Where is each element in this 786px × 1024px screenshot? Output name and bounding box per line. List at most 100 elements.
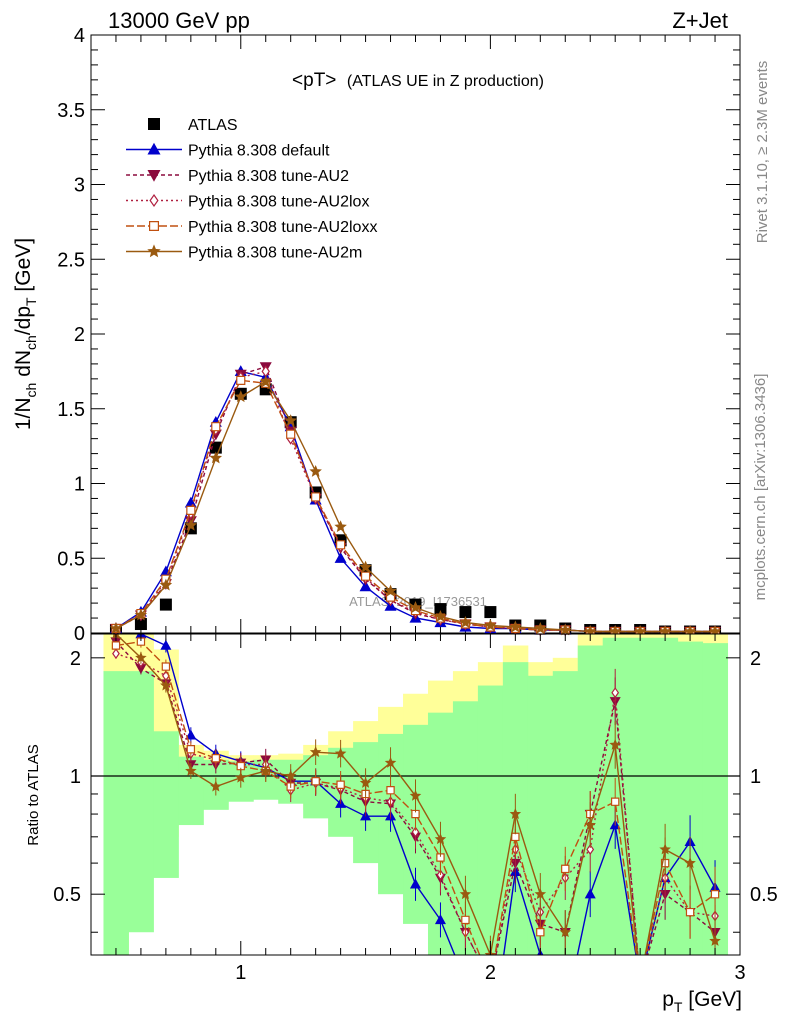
ratio-point-au2loxx xyxy=(386,786,395,795)
ratio-point-au2m xyxy=(259,764,272,776)
point-au2m xyxy=(234,390,248,403)
ratio-point-au2lox xyxy=(112,648,120,660)
ylabel-sub: ch xyxy=(23,335,39,350)
ratio-point-au2m xyxy=(434,833,447,845)
collision-energy-label: 13000 GeV pp xyxy=(108,8,250,33)
main-y-tick-label: 0.5 xyxy=(57,548,85,570)
main-y-tick-label: 2.5 xyxy=(57,249,85,271)
ylabel-part: /dp xyxy=(12,306,35,335)
ratio-point-au2m xyxy=(584,818,596,830)
xlabel-part: [GeV] xyxy=(682,988,742,1011)
legend-marker xyxy=(149,193,159,208)
ratio-point-au2loxx xyxy=(561,864,570,874)
point-au2m xyxy=(509,620,522,633)
ratio-point-default xyxy=(185,729,197,740)
legend-label: Pythia 8.308 tune-AU2loxx xyxy=(188,219,377,236)
band-inner-bin xyxy=(128,671,154,933)
legend-label: Pythia 8.308 tune-AU2m xyxy=(188,245,362,262)
ratio-point-au2m xyxy=(559,926,572,938)
ratio-point-default xyxy=(434,914,446,925)
ratio-point-au2m xyxy=(235,771,247,783)
series-au2m xyxy=(109,375,722,637)
ratio-point-au2loxx xyxy=(461,915,470,925)
ratio-point-au2m xyxy=(709,934,721,946)
main-y-tick-label: 1.5 xyxy=(57,399,85,421)
main-series xyxy=(109,362,722,638)
main-y-tick-label: 3 xyxy=(74,175,85,197)
legend-label: Pythia 8.308 tune-AU2 xyxy=(188,168,349,185)
ratio-point-au2m xyxy=(659,843,671,855)
ratio-point-au2m xyxy=(534,888,547,900)
atlas-point xyxy=(484,606,497,619)
ylabel-part: dN xyxy=(12,350,35,383)
ratio-y-axis-label: Ratio to ATLAS xyxy=(25,744,42,845)
ratio-y-tick-label: 1 xyxy=(70,766,81,788)
point-au2m xyxy=(384,584,397,597)
ratio-point-au2loxx xyxy=(436,853,445,862)
x-tick-label: 3 xyxy=(734,962,745,984)
point-au2m xyxy=(159,578,173,591)
legend-entry-default: Pythia 8.308 default xyxy=(126,143,330,160)
ratio-y-tick-labels: 0.5 0.5 1 1 2 2 xyxy=(53,648,778,906)
ratio-point-au2m xyxy=(384,756,397,768)
ratio-point-au2loxx xyxy=(511,832,520,842)
legend-marker xyxy=(149,221,159,231)
point-au2m xyxy=(359,560,372,573)
point-au2m xyxy=(459,615,472,628)
ratio-y-tick-label-right: 2 xyxy=(750,648,761,670)
ratio-point-au2loxx xyxy=(536,928,545,937)
point-au2m xyxy=(109,621,123,634)
plot-title-main: <pT> xyxy=(292,70,336,91)
ratio-point-au2lox xyxy=(611,687,620,699)
legend-entry-au2: Pythia 8.308 tune-AU2 xyxy=(126,168,349,185)
ratio-point-default xyxy=(160,639,172,650)
point-au2loxx xyxy=(236,375,246,385)
point-default xyxy=(359,580,372,592)
ratio-point-au2m xyxy=(135,651,147,663)
ratio-point-default xyxy=(584,888,596,899)
plot-title: <pT> (ATLAS UE in Z production) xyxy=(292,70,544,91)
ratio-point-au2loxx xyxy=(111,641,121,650)
ratio-y-tick-label-right: 0.5 xyxy=(750,884,778,906)
point-au2loxx xyxy=(311,492,321,502)
point-au2loxx xyxy=(186,505,196,516)
ratio-point-au2m xyxy=(359,776,372,788)
legend-marker xyxy=(147,142,161,155)
point-au2loxx xyxy=(336,540,346,550)
rivet-label: Rivet 3.1.10, ≥ 2.3M events xyxy=(754,61,771,244)
ratio-point-au2m xyxy=(609,738,621,750)
band-inner-bin xyxy=(627,637,654,955)
legend-swatch xyxy=(148,118,160,130)
ratio-point-au2loxx xyxy=(311,777,320,786)
ratio-point-au2m xyxy=(309,746,322,758)
point-au2m xyxy=(409,601,422,613)
ratio-point-au2loxx xyxy=(685,907,695,917)
ratio-point-au2m xyxy=(459,888,472,900)
legend-marker xyxy=(147,170,161,182)
ylabel-part: 1/N xyxy=(12,397,35,430)
point-au2m xyxy=(534,621,547,634)
ratio-series xyxy=(110,634,721,955)
ratio-panel: 0.5 0.5 1 1 2 2 1 2 3 Ratio to ATLAS pT [GeV] xyxy=(25,633,778,1015)
ratio-axis-ticks xyxy=(90,634,741,955)
ratio-point-au2loxx xyxy=(236,761,245,771)
point-au2loxx xyxy=(286,429,296,439)
main-y-tick-labels: 0 0.5 1 1.5 2 2.5 3 3.5 4 xyxy=(57,25,85,645)
ratio-point-au2loxx xyxy=(610,797,620,806)
point-au2m xyxy=(334,520,347,533)
band-inner-bin xyxy=(552,671,579,955)
band-inner-bin xyxy=(103,671,129,955)
ratio-point-au2m xyxy=(160,679,172,691)
point-au2loxx xyxy=(360,571,371,581)
ratio-point-au2loxx xyxy=(136,637,146,646)
point-default xyxy=(334,552,347,563)
legend-entry-atlas: ATLAS xyxy=(148,117,238,134)
point-au2m xyxy=(209,451,223,464)
main-y-axis-label: 1/Nch dNch/dpT [GeV] xyxy=(12,238,39,430)
ratio-point-au2loxx xyxy=(186,745,196,754)
ylabel-sub: T xyxy=(23,297,39,306)
point-au2m xyxy=(184,518,198,531)
atlas-point xyxy=(159,598,172,611)
ratio-point-au2m xyxy=(284,769,297,781)
